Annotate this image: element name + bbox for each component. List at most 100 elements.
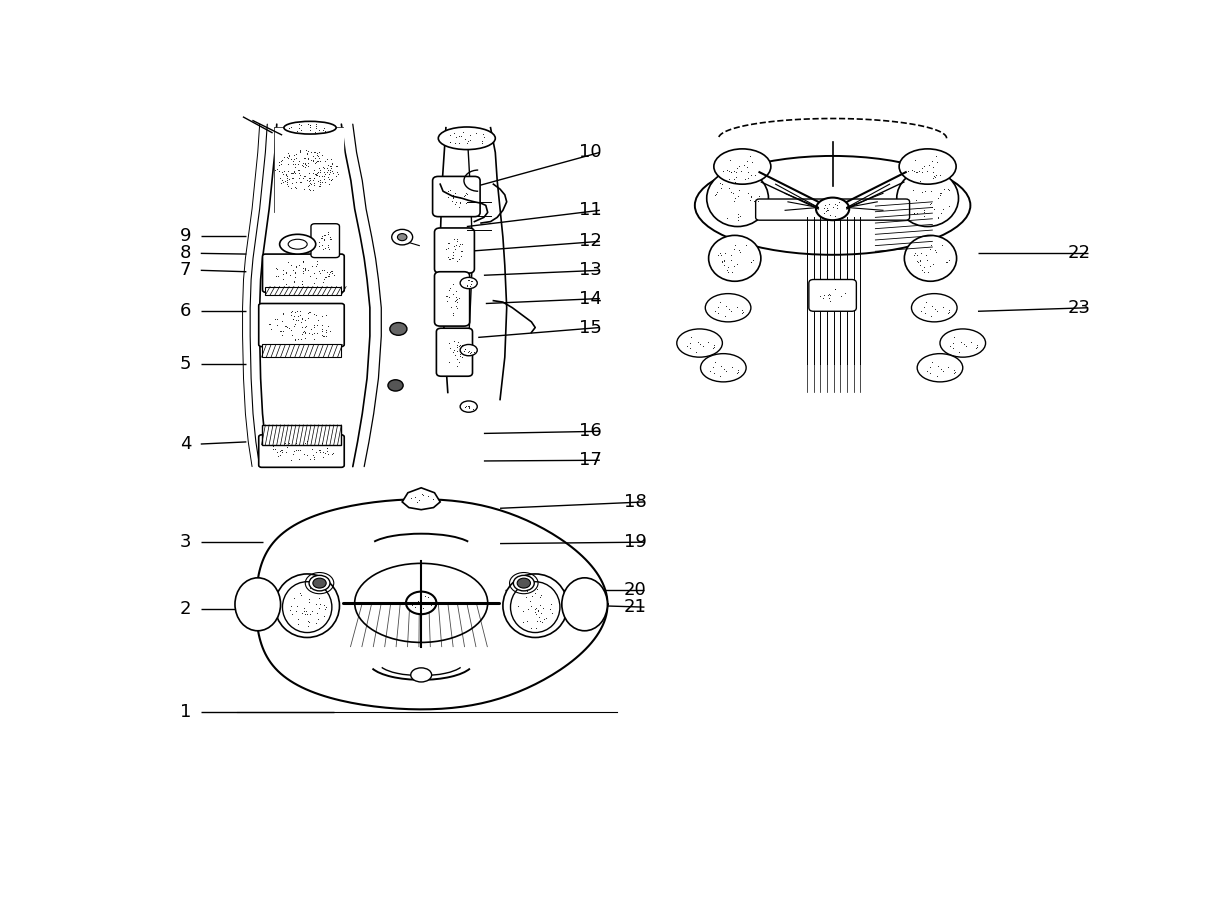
Point [917, 363, 937, 378]
Point [300, 123, 320, 138]
Point [310, 174, 330, 189]
Point [299, 326, 319, 340]
Text: 3: 3 [180, 533, 191, 551]
Point [916, 294, 935, 309]
Point [291, 586, 310, 601]
Point [422, 598, 441, 613]
Point [314, 227, 333, 242]
Point [294, 151, 314, 166]
Point [295, 260, 315, 275]
Point [447, 190, 467, 204]
Point [275, 318, 294, 333]
Point [530, 614, 549, 629]
Point [447, 337, 467, 352]
Point [460, 400, 479, 414]
Point [720, 152, 739, 167]
Point [943, 336, 962, 350]
Ellipse shape [911, 293, 958, 322]
Point [310, 176, 330, 191]
Point [281, 453, 300, 468]
Point [321, 172, 341, 187]
Point [293, 605, 313, 620]
Point [313, 123, 332, 138]
Point [910, 252, 929, 267]
Point [298, 179, 318, 193]
Point [271, 157, 291, 171]
Point [315, 166, 335, 181]
Point [905, 248, 924, 262]
Point [304, 176, 324, 191]
Text: 5: 5 [180, 355, 191, 373]
Point [728, 188, 748, 203]
Point [917, 248, 937, 262]
Point [292, 174, 311, 189]
Point [270, 171, 289, 185]
Point [451, 189, 471, 204]
Point [292, 273, 311, 288]
Point [276, 174, 295, 189]
Point [319, 319, 338, 334]
Point [450, 291, 470, 305]
Point [284, 166, 304, 181]
Point [292, 276, 311, 291]
Point [299, 178, 319, 193]
Point [814, 205, 834, 220]
Point [310, 263, 330, 278]
Point [326, 159, 346, 173]
Point [443, 188, 462, 203]
Point [306, 605, 326, 620]
Point [316, 151, 336, 166]
Point [273, 306, 293, 321]
Point [305, 155, 325, 170]
Point [306, 271, 326, 285]
Point [282, 176, 302, 191]
Point [444, 232, 463, 247]
Point [445, 185, 465, 200]
Point [413, 601, 433, 615]
Point [287, 304, 306, 318]
Point [934, 182, 954, 196]
Point [306, 118, 326, 133]
Point [928, 191, 948, 205]
Point [294, 603, 314, 618]
Point [322, 164, 342, 179]
Ellipse shape [387, 380, 403, 391]
Point [725, 171, 744, 186]
Point [911, 246, 931, 260]
Ellipse shape [514, 575, 535, 591]
Point [297, 147, 316, 161]
Point [728, 364, 748, 379]
Point [310, 445, 330, 459]
Ellipse shape [460, 345, 477, 356]
Point [306, 615, 326, 630]
Point [460, 272, 479, 287]
Point [295, 326, 315, 340]
Point [291, 175, 310, 190]
Point [406, 600, 425, 614]
Point [531, 605, 550, 620]
Point [311, 321, 331, 336]
Point [907, 253, 927, 268]
Point [286, 443, 305, 458]
Point [743, 154, 763, 169]
Point [272, 314, 292, 328]
Point [444, 277, 463, 292]
Point [725, 191, 744, 205]
Point [447, 253, 467, 268]
Point [282, 166, 302, 181]
Point [308, 313, 327, 327]
Point [712, 253, 732, 268]
Point [457, 279, 477, 293]
Point [729, 182, 749, 197]
Point [814, 201, 834, 215]
Point [321, 160, 341, 175]
Point [318, 164, 337, 179]
Point [906, 164, 926, 179]
Point [271, 324, 291, 338]
Point [921, 360, 940, 375]
Point [457, 187, 477, 202]
Point [267, 449, 287, 464]
FancyBboxPatch shape [261, 345, 341, 357]
Point [309, 150, 329, 165]
Point [450, 251, 470, 266]
